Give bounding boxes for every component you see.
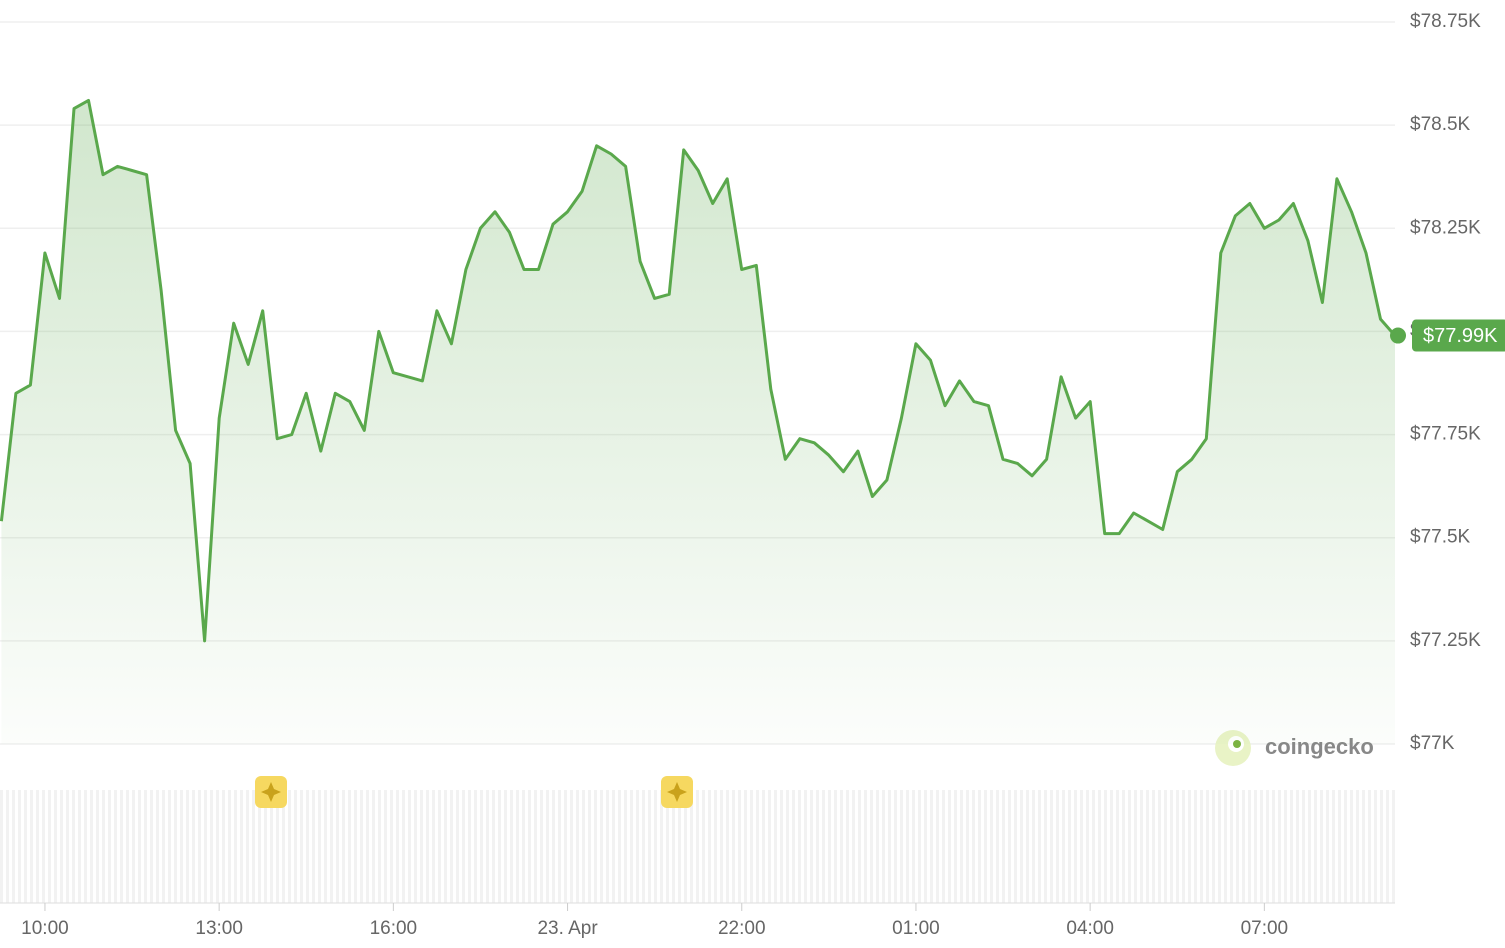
event-marker[interactable] xyxy=(255,776,287,808)
price-line xyxy=(0,98,1397,643)
area xyxy=(1,100,1395,744)
y-tick-label: $77.75K xyxy=(1410,424,1481,445)
event-marker[interactable] xyxy=(661,776,693,808)
x-tick-label: 22:00 xyxy=(718,918,766,939)
y-tick-label: $78.5K xyxy=(1410,114,1471,135)
volume-strip xyxy=(0,790,1395,903)
last-point xyxy=(1390,327,1406,344)
y-tick-label: $77K xyxy=(1410,733,1455,754)
y-tick-label: $78.25K xyxy=(1410,217,1481,238)
x-tick-label: 10:00 xyxy=(21,918,69,939)
price-badge-label: $77.99K xyxy=(1423,325,1498,347)
y-tick-label: $77.25K xyxy=(1410,630,1481,651)
y-tick-label: $78.75K xyxy=(1410,11,1481,32)
x-tick-label: 23. Apr xyxy=(537,918,598,939)
x-tick-label: 13:00 xyxy=(195,918,243,939)
x-tick-label: 01:00 xyxy=(892,918,940,939)
price-badge xyxy=(1412,319,1505,352)
x-tick-label: 07:00 xyxy=(1241,918,1289,939)
x-tick-label: 16:00 xyxy=(370,918,418,939)
x-tick-label: 04:00 xyxy=(1066,918,1114,939)
y-tick-label: $77.5K xyxy=(1410,527,1471,548)
